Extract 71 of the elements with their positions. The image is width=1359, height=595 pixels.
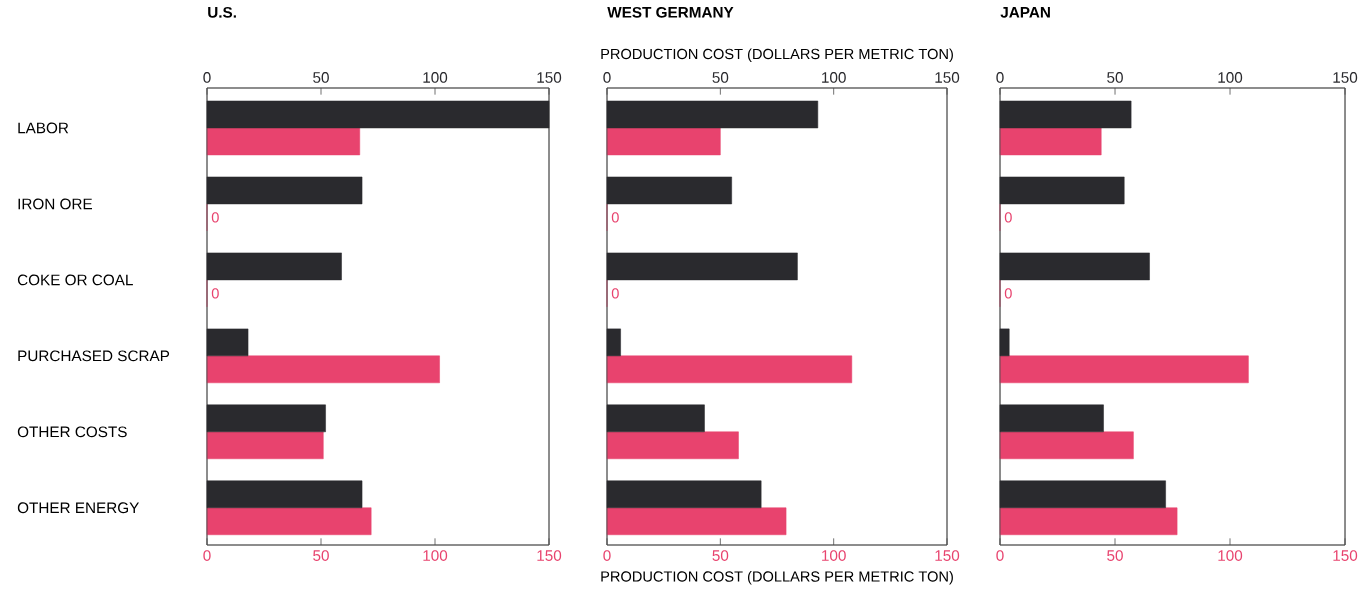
x-tick-label: 150 <box>935 550 960 561</box>
x2-tick-label: 0 <box>603 72 611 83</box>
chart-title: WEST GERMANY <box>607 6 734 18</box>
x2-tick-label: 50 <box>1107 72 1123 83</box>
bar <box>606 100 819 129</box>
data-label: 0 <box>211 288 219 299</box>
chart-title: U.S. <box>208 6 236 18</box>
x2-axis-title: PRODUCTION COST (DOLLARS PER METRIC TON) <box>601 48 953 63</box>
bar <box>999 355 1249 384</box>
x-tick-label: 50 <box>1107 550 1123 561</box>
x2-tick-label: 150 <box>537 72 562 83</box>
x-axis-title: PRODUCTION COST (DOLLARS PER METRIC TON) <box>601 570 953 585</box>
x2-tick-label: 50 <box>712 72 729 83</box>
bar <box>206 127 361 156</box>
y-tick-label: OTHER ENERGY <box>17 502 140 514</box>
x2-tick-label: 100 <box>1218 72 1243 83</box>
bar <box>999 127 1102 156</box>
bar <box>206 100 550 129</box>
x2-tick-label: 100 <box>423 72 448 83</box>
bar <box>206 431 324 460</box>
data-label: 0 <box>611 212 619 223</box>
y-tick-label: COKE OR COAL <box>17 274 133 286</box>
bar <box>606 176 732 205</box>
y-tick-label: PURCHASED SCRAP <box>18 350 170 362</box>
bar <box>206 404 326 433</box>
bar <box>999 252 1150 281</box>
bar <box>999 480 1166 509</box>
bar <box>606 127 721 156</box>
bar <box>606 404 705 433</box>
data-label: 0 <box>211 212 219 223</box>
x-tick-label: 100 <box>822 550 846 561</box>
x-tick-label: 150 <box>1333 550 1358 561</box>
data-label: 0 <box>611 288 619 299</box>
bar <box>606 328 621 357</box>
bar <box>206 252 342 281</box>
bar <box>606 480 762 509</box>
bar <box>206 328 249 357</box>
x-tick-label: 150 <box>537 550 562 561</box>
bar <box>999 507 1178 536</box>
bar <box>606 431 739 460</box>
chart-title: JAPAN <box>1000 7 1050 18</box>
bar <box>999 176 1125 205</box>
bar <box>206 480 363 509</box>
x-tick-label: 50 <box>313 550 329 561</box>
bar <box>999 100 1132 129</box>
x-tick-label: 0 <box>603 550 611 561</box>
bar <box>606 507 787 536</box>
bar <box>606 252 798 281</box>
x2-tick-label: 100 <box>822 72 846 83</box>
bar <box>206 507 372 536</box>
bar <box>606 355 853 384</box>
x-tick-label: 0 <box>996 550 1004 561</box>
bar <box>206 176 363 205</box>
bar <box>999 431 1134 460</box>
bar <box>206 355 440 384</box>
x2-tick-label: 0 <box>996 72 1004 83</box>
x-tick-label: 100 <box>1218 550 1243 561</box>
x2-tick-label: 150 <box>1333 72 1358 83</box>
data-label: 0 <box>1004 288 1012 299</box>
bar <box>999 328 1010 357</box>
y-tick-label: OTHER COSTS <box>17 426 127 438</box>
x-tick-label: 100 <box>423 550 448 561</box>
x2-tick-label: 150 <box>935 72 960 83</box>
bar <box>999 404 1104 433</box>
x-tick-label: 50 <box>712 550 729 561</box>
y-tick-label: LABOR <box>18 122 69 134</box>
x-tick-label: 0 <box>203 550 211 561</box>
x2-tick-label: 0 <box>203 72 211 83</box>
data-label: 0 <box>1004 212 1012 223</box>
x2-tick-label: 50 <box>313 72 329 83</box>
y-tick-label: IRON ORE <box>18 198 92 210</box>
